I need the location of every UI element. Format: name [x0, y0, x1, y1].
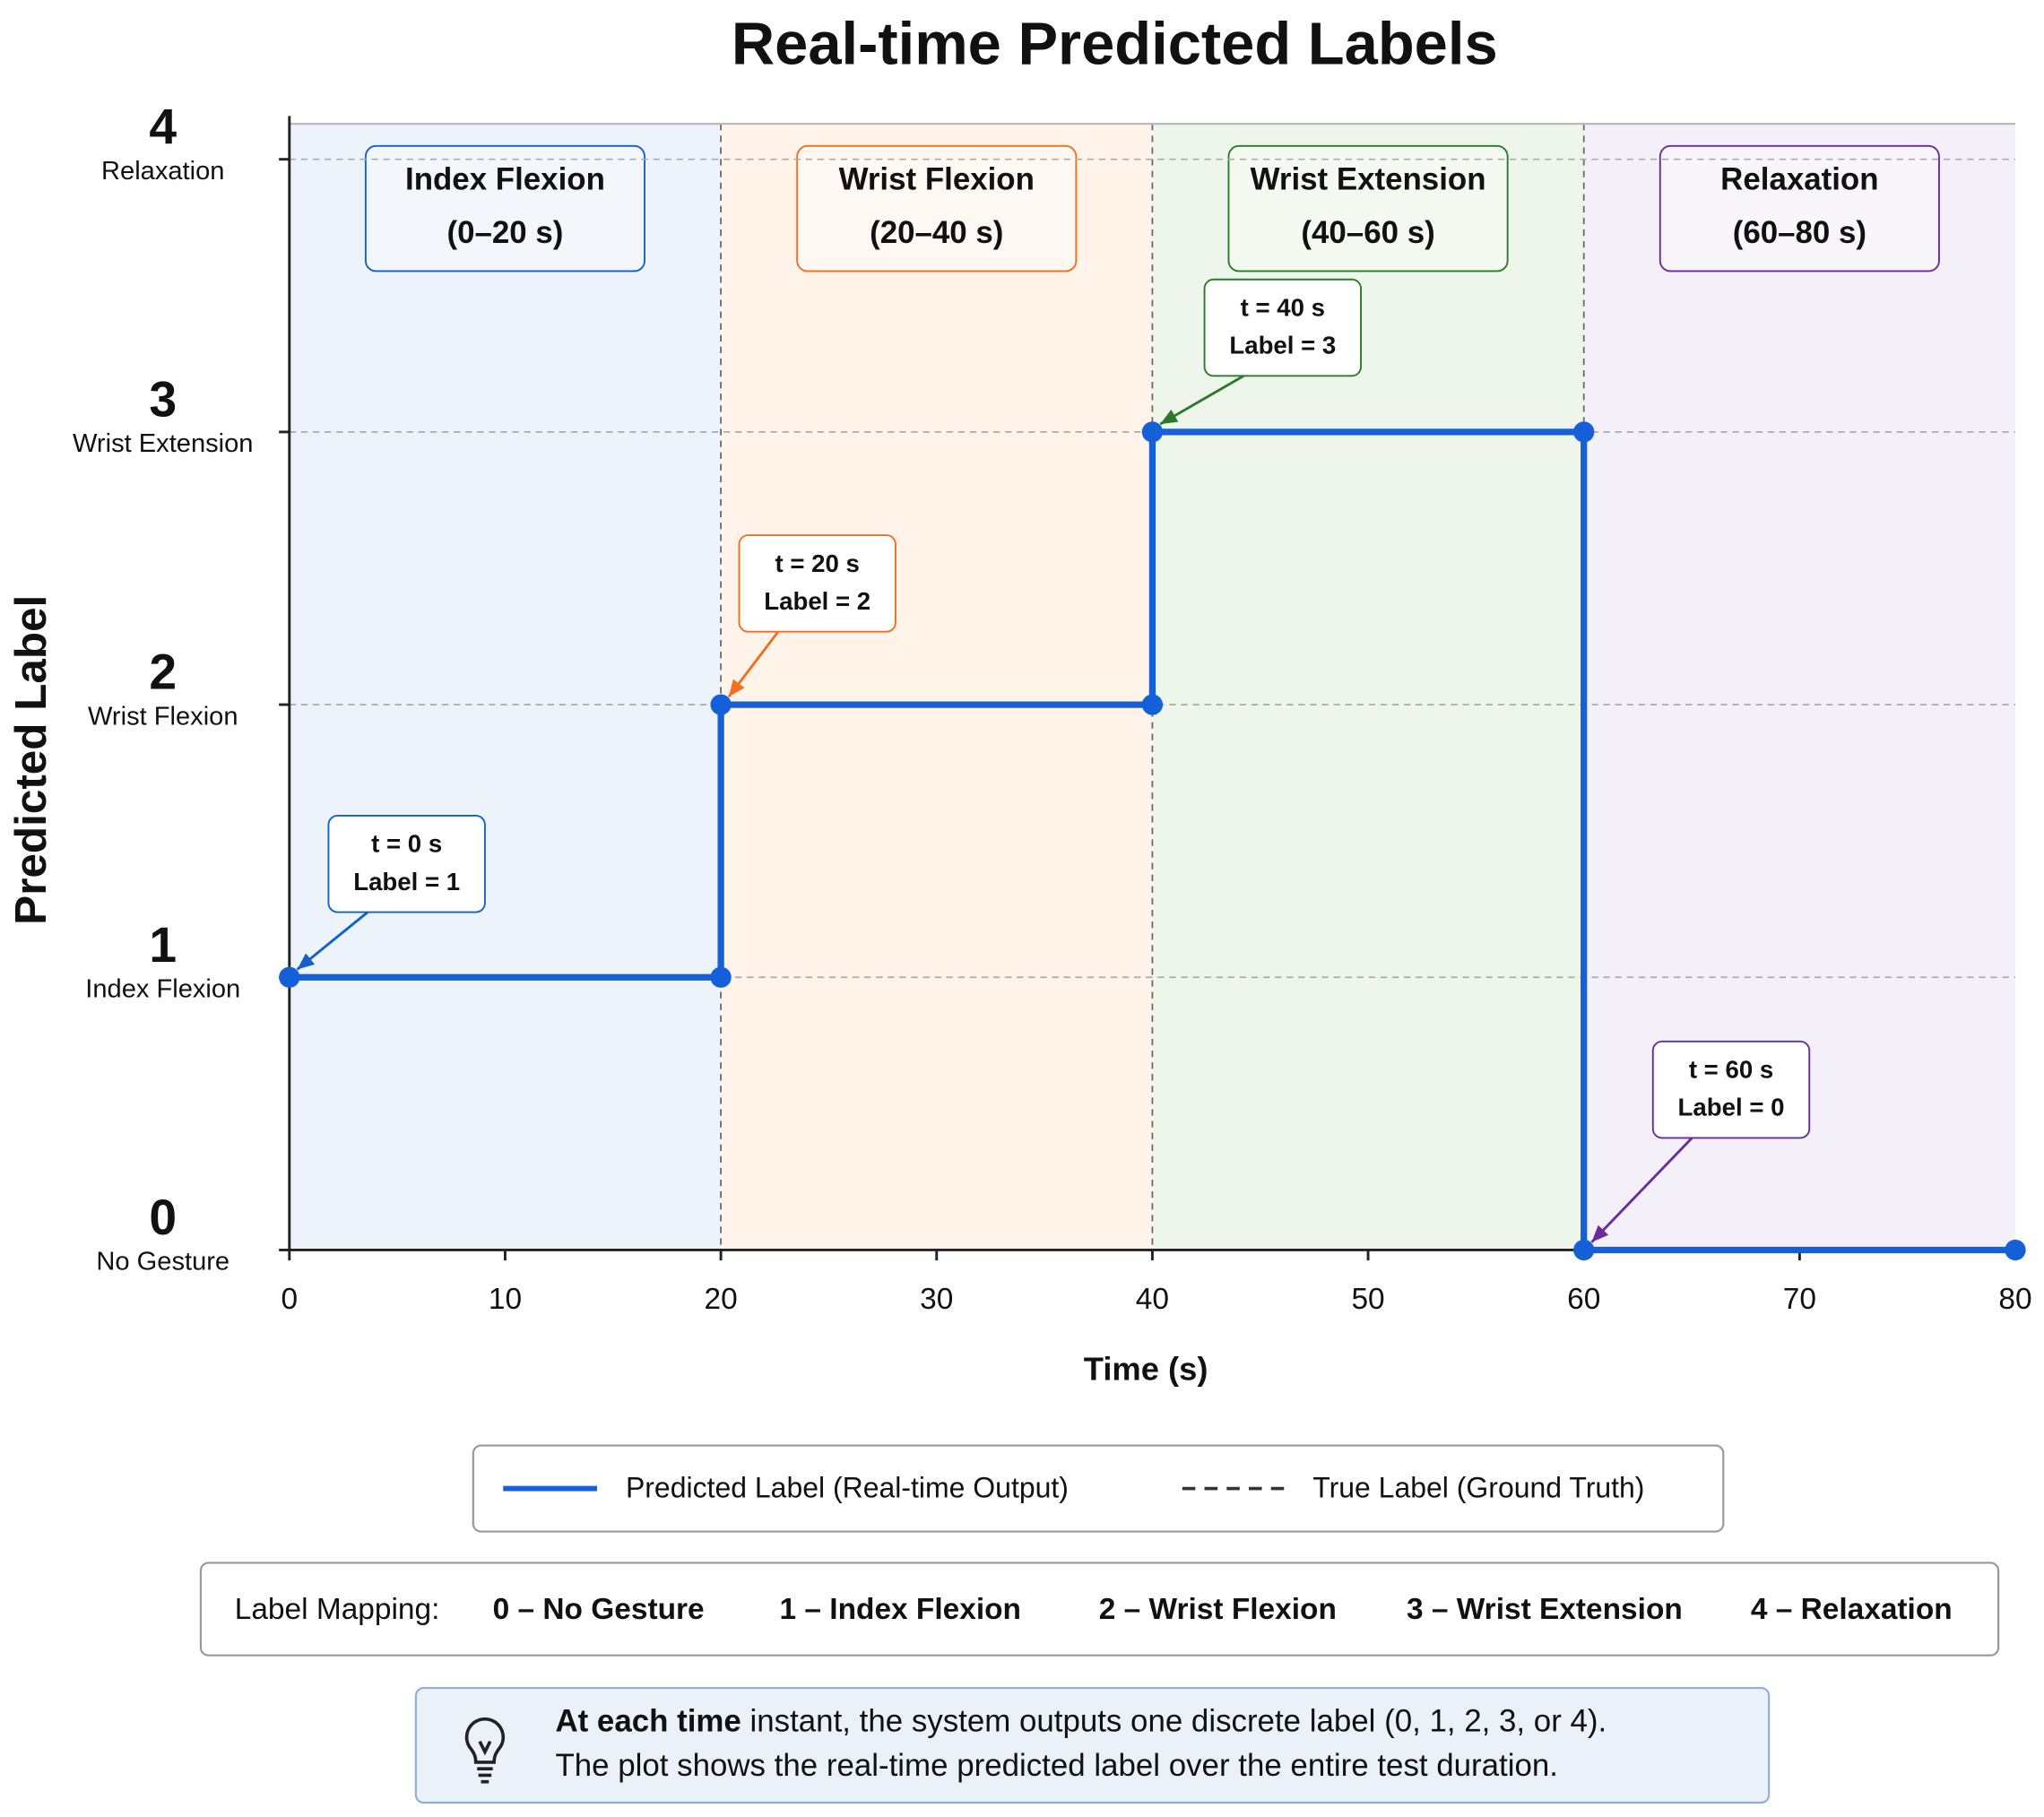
series-marker: [1141, 694, 1164, 715]
note-bold: At each time: [555, 1704, 741, 1739]
annotation-box: [1651, 1040, 1811, 1139]
region-band: [289, 124, 722, 1250]
y-tick-label: 4: [149, 99, 177, 154]
annotation-arrow: [1590, 1137, 1693, 1243]
mapping-box: [199, 1562, 2000, 1657]
note: At each time instant, the system outputs…: [414, 1686, 1771, 1804]
legend: Predicted Label (Real-time Output) True L…: [472, 1444, 1725, 1533]
annotation-arrowhead: [1591, 1224, 1609, 1242]
x-tick-label: 50: [1351, 1283, 1384, 1316]
annotation-text: Label = 0: [1678, 1094, 1785, 1121]
mapping-item: 4 – Relaxation: [1751, 1593, 1953, 1626]
x-tick-label: 0: [281, 1283, 299, 1316]
note-text: instant, the system outputs one discrete…: [741, 1704, 1607, 1739]
annotation-text: t = 0 s: [371, 830, 442, 858]
region-label: Relaxation: [1720, 161, 1878, 196]
x-tick-label: 60: [1567, 1283, 1600, 1316]
y-tick-label: 2: [149, 645, 177, 700]
annotation-arrowhead: [728, 679, 745, 697]
bulb-icon: [464, 1717, 506, 1784]
y-axis-title: Predicted Label: [6, 595, 56, 925]
label-mapping: Label Mapping: 0 – No Gesture 1 – Index F…: [199, 1562, 2000, 1657]
chart-title: Real-time Predicted Labels: [732, 10, 1498, 77]
x-tick-label: 40: [1136, 1283, 1169, 1316]
x-tick-label: 80: [1998, 1283, 2031, 1316]
annotation-box: [1203, 278, 1363, 377]
region-label-box: [364, 144, 645, 273]
annotation-text: Label = 3: [1229, 332, 1336, 359]
y-tick-name: Wrist Flexion: [88, 702, 238, 731]
mapping-title: Label Mapping:: [235, 1593, 440, 1626]
y-tick-label: 1: [149, 917, 177, 973]
series-marker: [2005, 1239, 2026, 1261]
mapping-item: 2 – Wrist Flexion: [1099, 1593, 1337, 1626]
annotation-text: t = 60 s: [1689, 1056, 1773, 1084]
y-tick-label: 3: [149, 371, 177, 427]
note-line-1: At each time instant, the system outputs…: [555, 1704, 1607, 1739]
y-tick-name: Relaxation: [101, 157, 224, 186]
region-range: (0–20 s): [447, 215, 564, 250]
annotation-box: [327, 815, 486, 913]
annotation-arrowhead: [297, 953, 316, 970]
x-axis-title: Time (s): [1084, 1350, 1208, 1387]
annotation-text: t = 20 s: [775, 549, 860, 577]
region-range: (20–40 s): [870, 215, 1003, 250]
note-line-2: The plot shows the real-time predicted l…: [555, 1748, 1558, 1783]
mapping-item: 0 – No Gesture: [493, 1593, 705, 1626]
region-label-box: [796, 144, 1078, 273]
mapping-item: 1 – Index Flexion: [780, 1593, 1021, 1626]
annotation-text: Label = 1: [353, 868, 460, 896]
series-marker: [1141, 421, 1164, 443]
y-tick-name: Wrist Extension: [73, 429, 253, 458]
note-box: [414, 1686, 1771, 1804]
y-tick-name: Index Flexion: [85, 975, 240, 1004]
y-tick-name: No Gesture: [96, 1248, 230, 1276]
annotation-text: Label = 2: [764, 587, 870, 615]
annotation-text: t = 40 s: [1241, 293, 1325, 321]
annotation-arrowhead: [1160, 409, 1179, 425]
series-marker: [279, 966, 300, 988]
legend-label: Predicted Label (Real-time Output): [626, 1471, 1069, 1503]
series-marker: [1573, 1239, 1595, 1261]
legend-box: [472, 1444, 1725, 1533]
series-line: [289, 428, 2016, 1254]
x-tick-label: 70: [1783, 1283, 1816, 1316]
x-tick-label: 20: [705, 1283, 738, 1316]
region-band: [721, 124, 1153, 1250]
x-tick-label: 30: [920, 1283, 953, 1316]
region-range: (60–80 s): [1733, 215, 1866, 250]
region-range: (40–60 s): [1301, 215, 1434, 250]
series-marker: [710, 694, 732, 715]
mapping-item: 3 – Wrist Extension: [1407, 1593, 1683, 1626]
annotation-box: [738, 534, 896, 633]
series-marker: [710, 966, 732, 988]
region-label-box: [1227, 144, 1509, 273]
region-label: Index Flexion: [405, 161, 605, 196]
legend-label: True Label (Ground Truth): [1312, 1471, 1644, 1503]
y-tick-label: 0: [149, 1190, 177, 1245]
series-marker: [1573, 421, 1595, 443]
region-label-box: [1659, 144, 1940, 273]
region-label: Wrist Extension: [1251, 161, 1486, 196]
region-label: Wrist Flexion: [839, 161, 1035, 196]
x-tick-label: 10: [489, 1283, 522, 1316]
